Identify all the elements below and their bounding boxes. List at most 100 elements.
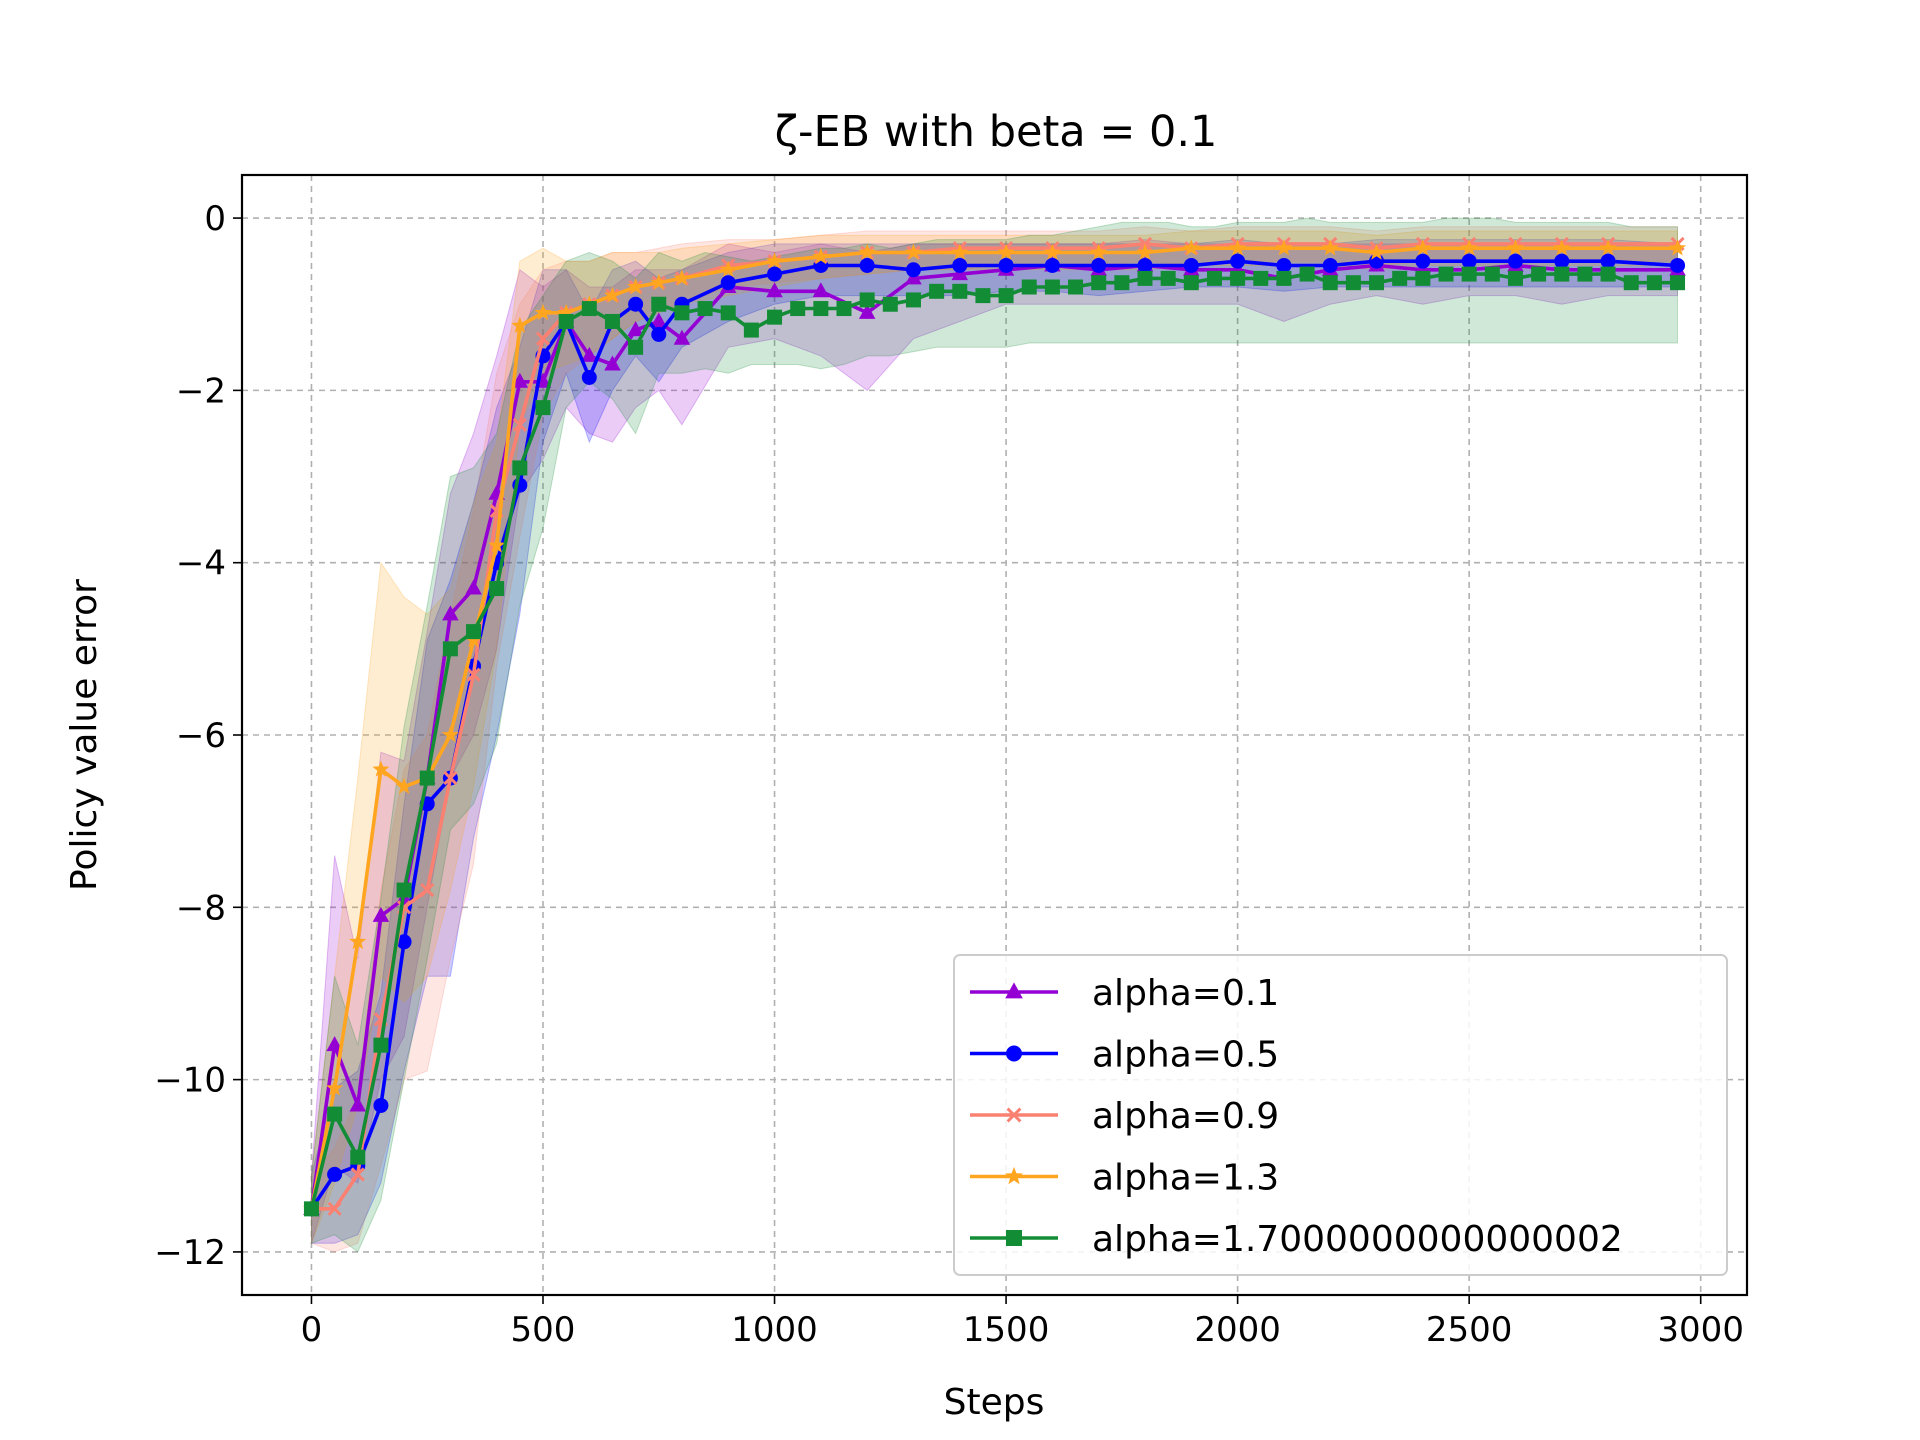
data-point-marker xyxy=(1005,982,1023,999)
x-tick-label: 0 xyxy=(301,1310,323,1350)
data-point-marker xyxy=(858,243,876,260)
data-point-marker xyxy=(327,1166,343,1182)
data-point-marker xyxy=(1669,239,1687,256)
data-point-marker xyxy=(650,273,668,290)
data-point-marker xyxy=(650,312,668,328)
data-point-marker xyxy=(442,641,458,657)
data-point-marker xyxy=(396,882,412,898)
data-point-marker xyxy=(1484,266,1500,282)
data-point-marker xyxy=(327,1201,342,1216)
data-point-marker xyxy=(627,278,645,295)
data-point-marker xyxy=(581,346,598,362)
data-point-marker xyxy=(1553,239,1571,256)
data-point-marker xyxy=(1021,279,1037,295)
data-point-marker xyxy=(1600,253,1616,269)
data-point-marker xyxy=(1206,270,1222,286)
data-point-marker xyxy=(673,329,691,345)
data-point-marker xyxy=(697,301,713,317)
data-point-marker xyxy=(952,257,968,273)
data-point-marker xyxy=(511,372,529,388)
data-point-marker xyxy=(1183,275,1199,291)
data-point-marker xyxy=(373,1097,389,1113)
data-point-marker xyxy=(1322,275,1338,291)
data-point-marker xyxy=(1044,257,1060,273)
x-tick-label: 500 xyxy=(511,1310,576,1350)
data-point-marker xyxy=(603,286,621,303)
data-point-marker xyxy=(350,1149,366,1165)
y-tick-label: −2 xyxy=(176,371,226,411)
x-axis-label: Steps xyxy=(944,1382,1045,1423)
legend: alpha=0.1 alpha=0.5 alpha=0.9 alpha=1.3 alph… xyxy=(953,954,1728,1276)
data-point-marker xyxy=(1461,253,1477,269)
y-tick-label: −12 xyxy=(154,1233,226,1273)
data-point-marker xyxy=(326,1036,343,1052)
data-point-marker xyxy=(1137,270,1153,286)
series-group xyxy=(303,266,1686,1217)
data-point-marker xyxy=(882,296,898,312)
x-tick-label: 1000 xyxy=(731,1310,818,1350)
x-tick-label: 2500 xyxy=(1426,1310,1513,1350)
data-point-marker xyxy=(1114,275,1130,291)
data-point-marker xyxy=(1415,270,1431,286)
data-point-marker xyxy=(1006,1045,1022,1062)
data-point-marker xyxy=(604,355,621,371)
data-point-marker xyxy=(1253,270,1269,286)
data-point-marker xyxy=(465,579,482,595)
data-point-marker xyxy=(396,934,412,950)
data-point-marker xyxy=(1506,239,1524,256)
data-point-marker xyxy=(489,581,505,597)
data-point-marker xyxy=(1368,243,1386,260)
data-point-marker xyxy=(1091,275,1107,291)
data-point-marker xyxy=(651,296,667,312)
data-point-marker xyxy=(1345,275,1361,291)
data-point-marker xyxy=(1230,253,1246,269)
data-point-marker xyxy=(1137,257,1153,273)
data-point-marker xyxy=(904,243,922,260)
data-point-marker xyxy=(1531,266,1547,282)
data-point-marker xyxy=(1577,266,1593,282)
data-point-marker xyxy=(628,339,644,355)
data-point-marker xyxy=(627,321,644,337)
legend-label: alpha=0.1 xyxy=(1092,973,1279,1014)
data-point-marker xyxy=(1276,257,1292,273)
data-point-marker xyxy=(905,262,921,278)
data-point-marker xyxy=(1554,266,1570,282)
data-point-marker xyxy=(836,301,852,317)
data-point-marker xyxy=(767,309,783,325)
data-point-marker xyxy=(1136,243,1154,260)
data-point-marker xyxy=(512,417,527,432)
data-point-marker xyxy=(373,1037,389,1053)
data-point-marker xyxy=(1090,243,1108,260)
data-point-marker xyxy=(719,260,737,278)
data-point-marker xyxy=(1276,270,1292,286)
data-point-marker xyxy=(466,624,482,640)
data-point-marker xyxy=(1299,266,1315,282)
data-point-marker xyxy=(1229,239,1247,256)
data-point-marker xyxy=(303,1201,319,1217)
x-tick-label: 1500 xyxy=(963,1310,1050,1350)
data-point-marker xyxy=(350,1167,365,1182)
data-point-marker xyxy=(1599,239,1617,256)
data-point-marker xyxy=(720,275,736,291)
data-point-marker xyxy=(1369,275,1385,291)
data-point-marker xyxy=(488,536,506,553)
data-point-marker xyxy=(651,326,667,342)
data-point-marker xyxy=(1670,275,1686,291)
data-point-marker xyxy=(1160,270,1176,286)
data-point-marker xyxy=(604,313,620,329)
y-tick-label: −4 xyxy=(176,544,226,584)
data-point-marker xyxy=(441,726,459,743)
data-point-marker xyxy=(349,932,367,950)
x-axis: 0 500 1000 1500 2000 2500 3000 xyxy=(301,1295,1744,1350)
data-point-marker xyxy=(535,400,551,416)
data-point-marker xyxy=(1507,270,1523,286)
data-point-marker xyxy=(1322,257,1338,273)
data-point-marker xyxy=(812,282,830,298)
chart-title: ζ-EB with beta = 0.1 xyxy=(775,107,1218,157)
legend-label: alpha=1.3 xyxy=(1092,1158,1279,1199)
confidence-band xyxy=(311,239,1678,1244)
y-tick-label: −8 xyxy=(176,888,226,928)
data-point-marker xyxy=(442,605,459,621)
data-point-marker xyxy=(1275,239,1293,256)
